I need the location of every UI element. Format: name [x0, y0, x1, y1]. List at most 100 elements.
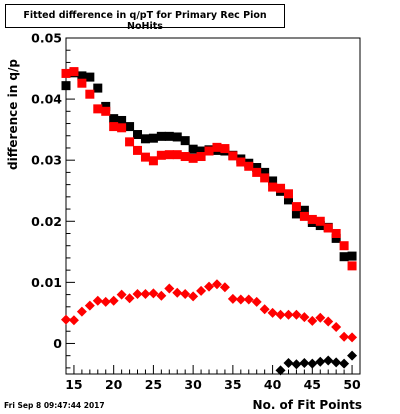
series-1-point: [252, 167, 262, 177]
series-1-point: [117, 123, 127, 133]
x-tick-label: 40: [264, 377, 282, 392]
x-tick-label: 30: [184, 377, 202, 392]
series-0-point: [77, 71, 87, 81]
series-0-point: [283, 195, 293, 205]
series-2-point: [68, 315, 79, 326]
series-2-point: [132, 288, 143, 299]
series-1-point: [283, 189, 293, 199]
series-1-point: [204, 146, 214, 156]
y-tick-label: 0: [53, 336, 62, 351]
plot-frame: [65, 37, 361, 375]
series-2-point: [323, 316, 334, 327]
title-box: Fitted difference in q/pT for Primary Re…: [5, 4, 285, 32]
series-2-point: [92, 295, 103, 306]
series-2-point: [172, 287, 183, 298]
series-1-point: [347, 261, 357, 271]
series-0-point: [260, 167, 270, 177]
series-0-point: [252, 163, 262, 173]
y-axis-label: difference in q/p: [6, 59, 20, 170]
series-2-point: [291, 309, 302, 320]
chart-title: Fitted difference in q/pT for Primary Re…: [23, 10, 267, 32]
series-1-point: [307, 214, 317, 224]
series-2-point: [188, 291, 199, 302]
series-0-point: [109, 114, 119, 124]
series-3-point: [331, 357, 342, 368]
series-2-point: [243, 294, 254, 305]
series-1-point: [85, 89, 95, 99]
series-2-point: [84, 300, 95, 311]
series-2-point: [156, 290, 167, 301]
series-2-point: [251, 296, 262, 307]
series-1-point: [188, 153, 198, 163]
series-2-point: [315, 312, 326, 323]
series-1-point: [291, 202, 301, 212]
series-1-point: [77, 78, 87, 88]
series-3-point: [283, 358, 294, 369]
series-0-point: [188, 144, 198, 154]
series-2-point: [116, 289, 127, 300]
series-1-point: [156, 150, 166, 160]
series-1-point: [220, 144, 230, 154]
series-1-point: [244, 161, 254, 171]
series-1-point: [268, 182, 278, 192]
y-tick-label: 0.01: [31, 275, 62, 290]
series-0-point: [140, 134, 150, 144]
series-2-point: [235, 294, 246, 305]
series-1-point: [61, 68, 71, 78]
series-2-point: [76, 306, 87, 317]
series-1-point: [228, 151, 238, 161]
series-2-point: [307, 315, 318, 326]
series-0-point: [299, 205, 309, 215]
series-3-point: [291, 359, 302, 370]
series-1-point: [172, 150, 182, 160]
series-0-point: [339, 252, 349, 262]
x-axis-label: No. of Fit Points: [252, 398, 362, 412]
series-1-point: [260, 173, 270, 183]
series-2-point: [219, 282, 230, 293]
series-0-point: [347, 251, 357, 261]
y-tick-label: 0.04: [31, 92, 62, 107]
series-3-point: [323, 355, 334, 366]
series-2-point: [259, 304, 270, 315]
series-3-point: [275, 365, 286, 376]
series-2-point: [100, 296, 111, 307]
series-2-point: [124, 293, 135, 304]
series-2-point: [148, 288, 159, 299]
y-tick-label: 0.05: [31, 31, 62, 46]
series-1-point: [93, 104, 103, 114]
series-0-point: [148, 133, 158, 143]
series-2-point: [140, 288, 151, 299]
series-2-point: [227, 293, 238, 304]
series-0-point: [172, 132, 182, 142]
series-0-point: [156, 131, 166, 141]
series-2-point: [267, 307, 278, 318]
series-2-point: [164, 283, 175, 294]
series-3-point: [339, 358, 350, 369]
series-0-point: [61, 81, 71, 91]
series-0-point: [164, 131, 174, 141]
series-2-point: [275, 309, 286, 320]
series-1-point: [323, 223, 333, 233]
y-tick-label: 0.03: [31, 153, 62, 168]
series-2-point: [180, 288, 191, 299]
series-1-point: [331, 228, 341, 238]
series-2-point: [211, 279, 222, 290]
series-0-point: [196, 146, 206, 156]
series-1-point: [101, 106, 111, 116]
series-0-point: [85, 72, 95, 82]
series-2-point: [204, 281, 215, 292]
x-tick-label: 50: [343, 377, 361, 392]
series-1-point: [164, 150, 174, 160]
series-2-point: [196, 285, 207, 296]
series-3-point: [299, 358, 310, 369]
series-0-point: [93, 83, 103, 93]
series-2-point: [299, 312, 310, 323]
series-0-point: [291, 209, 301, 219]
series-2-point: [347, 332, 358, 343]
series-1-point: [148, 156, 158, 166]
x-tick-label: 45: [304, 377, 321, 392]
x-tick-label: 20: [105, 377, 123, 392]
series-0-point: [125, 122, 135, 132]
series-2-point: [339, 331, 350, 342]
series-1-point: [276, 183, 286, 193]
